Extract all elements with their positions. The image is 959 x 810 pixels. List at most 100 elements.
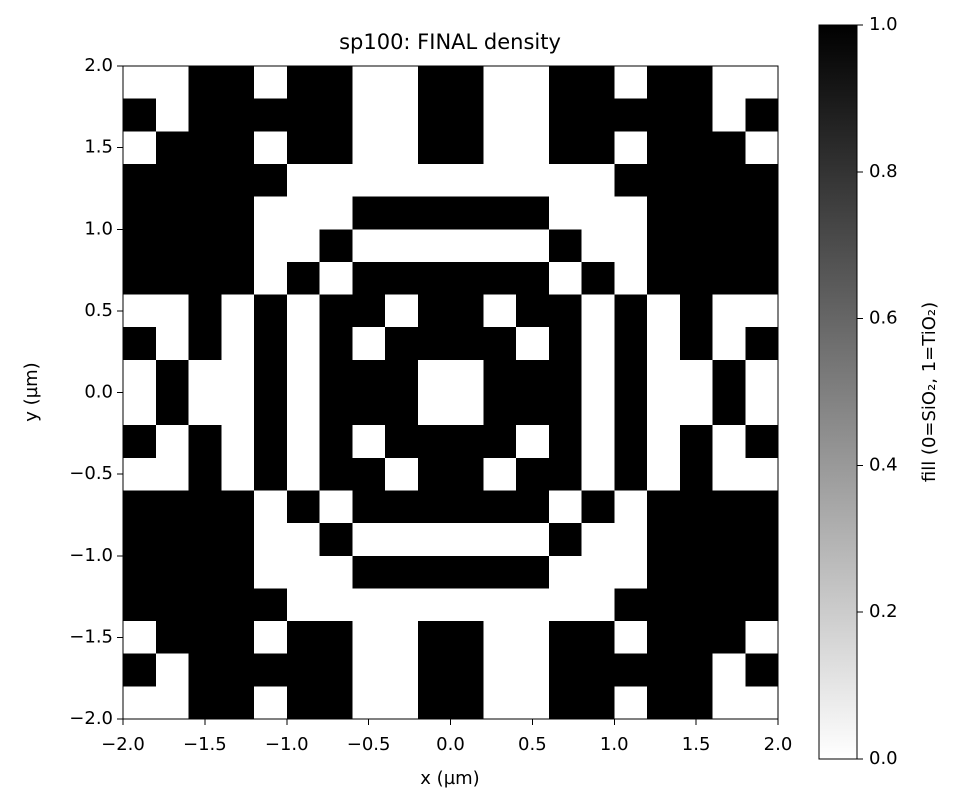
- heatmap-cell: [221, 131, 255, 165]
- colorbar-tick-label: 0.2: [869, 601, 898, 622]
- heatmap-cell: [352, 163, 386, 198]
- x-tick-label: −1.0: [265, 734, 309, 755]
- heatmap-cell: [712, 131, 746, 165]
- heatmap-cell: [286, 653, 320, 687]
- heatmap-cell: [745, 588, 779, 622]
- heatmap-cell: [647, 163, 681, 198]
- heatmap-cell: [450, 490, 484, 524]
- heatmap-cell: [516, 588, 550, 622]
- heatmap-cell: [647, 425, 681, 459]
- heatmap-cell: [254, 131, 288, 165]
- heatmap-cell: [712, 555, 746, 589]
- heatmap-cell: [155, 66, 189, 100]
- heatmap-cell: [352, 523, 386, 557]
- heatmap-cell: [483, 621, 517, 655]
- heatmap-cell: [712, 294, 746, 328]
- heatmap-cell: [516, 425, 550, 459]
- heatmap-cell: [155, 392, 189, 426]
- heatmap-cell: [254, 66, 288, 100]
- heatmap-cell: [254, 653, 288, 687]
- heatmap-cell: [286, 555, 320, 589]
- heatmap-cell: [745, 555, 779, 589]
- heatmap-cell: [516, 261, 550, 296]
- heatmap-cell: [712, 588, 746, 622]
- heatmap-cell: [385, 131, 419, 165]
- heatmap-cell: [188, 327, 222, 361]
- heatmap-cell: [647, 131, 681, 165]
- heatmap-cell: [123, 131, 157, 165]
- heatmap-cell: [319, 98, 353, 132]
- chart-title: sp100: FINAL density: [339, 30, 561, 54]
- heatmap-cell: [450, 588, 484, 622]
- heatmap-cell: [188, 66, 222, 100]
- heatmap-cell: [679, 294, 713, 328]
- x-tick-label: 0.5: [518, 734, 547, 755]
- heatmap-cell: [385, 294, 419, 328]
- heatmap-cell: [483, 490, 517, 524]
- heatmap-cell: [614, 98, 648, 132]
- heatmap-cell: [548, 621, 582, 655]
- heatmap-cell: [221, 490, 255, 524]
- y-tick-label: 0.5: [84, 300, 113, 321]
- heatmap-cell: [155, 588, 189, 622]
- heatmap-cell: [712, 66, 746, 100]
- heatmap-cell: [581, 523, 615, 557]
- heatmap-cell: [221, 621, 255, 655]
- heatmap-cell: [221, 98, 255, 132]
- heatmap-cell: [450, 653, 484, 687]
- heatmap-cell: [647, 621, 681, 655]
- heatmap-cell: [286, 686, 320, 720]
- heatmap-cell: [221, 294, 255, 328]
- heatmap-cell: [417, 196, 451, 230]
- heatmap-cell: [450, 392, 484, 426]
- heatmap-cell: [614, 686, 648, 720]
- heatmap-cell: [679, 392, 713, 426]
- heatmap-cell: [647, 327, 681, 361]
- heatmap-cell: [581, 98, 615, 132]
- heatmap-cell: [385, 490, 419, 524]
- heatmap-cell: [319, 621, 353, 655]
- heatmap-cell: [581, 229, 615, 263]
- heatmap-cell: [155, 490, 189, 524]
- heatmap-cell: [254, 327, 288, 361]
- heatmap-cell: [483, 359, 517, 393]
- heatmap-cell: [745, 392, 779, 426]
- heatmap-cell: [221, 425, 255, 459]
- heatmap-cell: [614, 261, 648, 296]
- heatmap-cell: [385, 261, 419, 296]
- heatmap-cell: [450, 66, 484, 100]
- heatmap-cell: [483, 686, 517, 720]
- heatmap-cell: [745, 523, 779, 557]
- heatmap-cell: [745, 686, 779, 720]
- heatmap-cell: [385, 588, 419, 622]
- heatmap-cell: [385, 327, 419, 361]
- heatmap-cell: [188, 392, 222, 426]
- heatmap-cell: [319, 327, 353, 361]
- heatmap-cell: [286, 294, 320, 328]
- heatmap-cell: [155, 555, 189, 589]
- heatmap-cell: [254, 490, 288, 524]
- heatmap-cell: [188, 523, 222, 557]
- heatmap-cell: [483, 653, 517, 687]
- heatmap-cell: [188, 359, 222, 393]
- heatmap-cell: [319, 425, 353, 459]
- heatmap-cell: [286, 425, 320, 459]
- heatmap-cell: [712, 686, 746, 720]
- heatmap-cell: [745, 621, 779, 655]
- heatmap-cell: [286, 523, 320, 557]
- heatmap-cell: [647, 457, 681, 491]
- heatmap-cell: [745, 327, 779, 361]
- heatmap-cell: [221, 653, 255, 687]
- heatmap-cell: [548, 229, 582, 263]
- heatmap-cell: [483, 588, 517, 622]
- heatmap-cell: [614, 327, 648, 361]
- heatmap-cell: [614, 425, 648, 459]
- heatmap-cell: [516, 457, 550, 491]
- y-tick-label: −1.5: [69, 626, 113, 647]
- heatmap-cell: [581, 392, 615, 426]
- heatmap-cell: [548, 490, 582, 524]
- heatmap-cell: [712, 425, 746, 459]
- heatmap-cell: [188, 229, 222, 263]
- heatmap-cell: [548, 98, 582, 132]
